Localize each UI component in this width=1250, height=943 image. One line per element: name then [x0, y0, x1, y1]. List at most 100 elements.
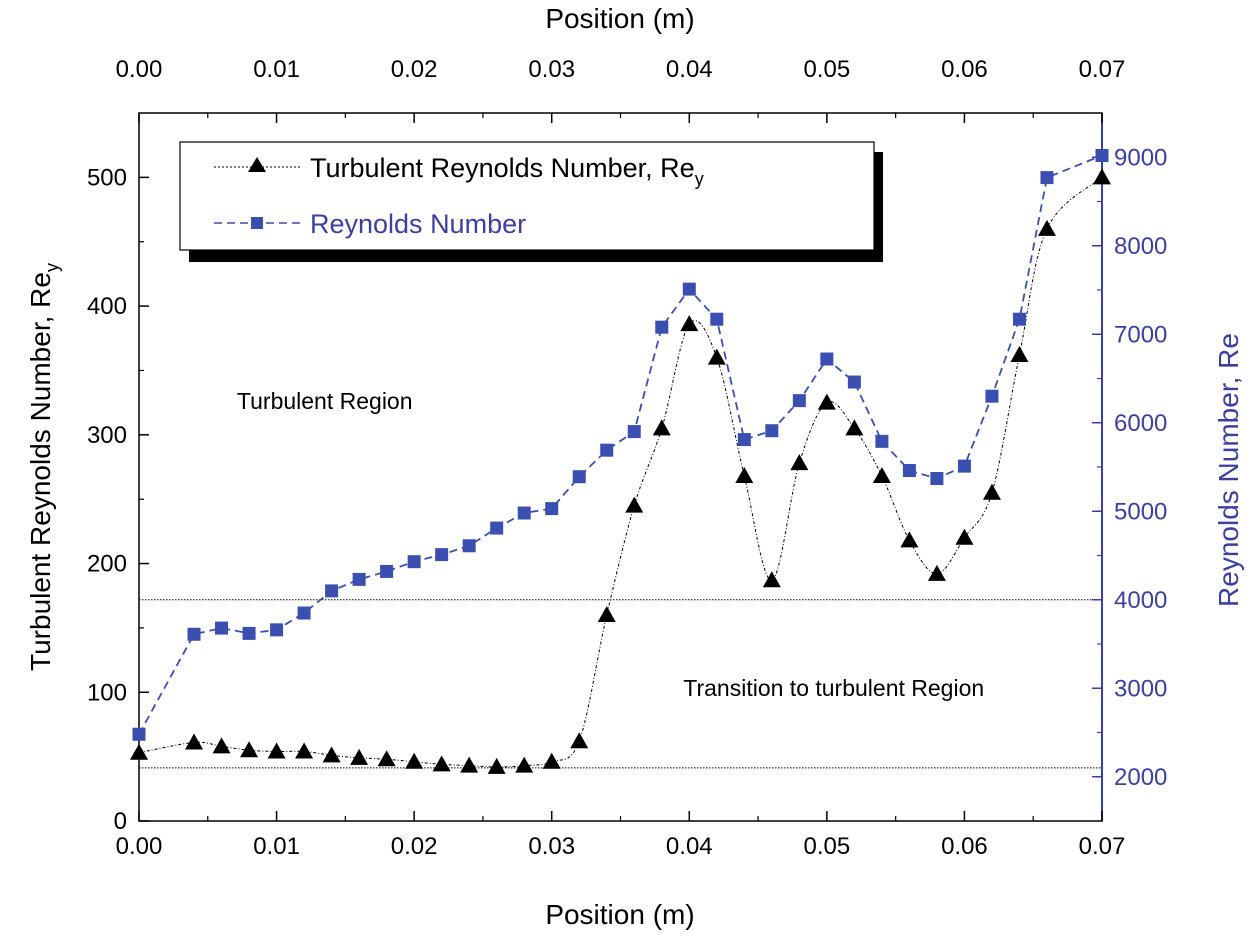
- legend-label-turbulent: Turbulent Reynolds Number, Rey: [310, 153, 704, 189]
- turbulent-point: [267, 742, 286, 759]
- right-y-axis: 2000 3000 4000 5000 6000 7000 8000 9000: [1092, 144, 1167, 791]
- y-tick-label-left: 0: [114, 808, 127, 835]
- reynolds-point: [902, 464, 916, 478]
- turbulent-point: [845, 419, 864, 436]
- turbulent-point: [597, 606, 616, 623]
- reynolds-point: [930, 472, 944, 486]
- reynolds-point: [270, 623, 284, 637]
- y-tick-label-right: 2000: [1114, 764, 1167, 791]
- reynolds-point: [737, 433, 751, 447]
- annotation-0: Turbulent Region: [237, 388, 413, 414]
- reynolds-point: [215, 621, 229, 635]
- reynolds-point: [242, 626, 256, 640]
- y-tick-label-left: 500: [87, 164, 127, 191]
- x-axis-title-bottom: Position (m): [545, 899, 694, 930]
- turbulent-point: [900, 531, 919, 548]
- turbulent-point: [322, 746, 341, 763]
- reynolds-point: [985, 389, 999, 403]
- y-tick-label-right: 9000: [1114, 144, 1167, 171]
- reynolds-point: [490, 521, 504, 535]
- reynolds-point: [407, 555, 421, 569]
- turbulent-point: [432, 755, 451, 772]
- turbulent-point: [295, 742, 314, 759]
- x-tick-label-top: 0.05: [803, 56, 850, 83]
- turbulent-point: [817, 393, 836, 410]
- reynolds-point: [325, 584, 339, 598]
- x-tick-label-bottom: 0.04: [666, 833, 713, 860]
- turbulent-point: [625, 496, 644, 513]
- turbulent-point: [405, 752, 424, 769]
- reynolds-point: [517, 506, 531, 520]
- reynolds-point: [765, 424, 779, 438]
- reynolds-point: [1095, 148, 1109, 162]
- turbulent-point: [350, 748, 369, 765]
- x-tick-label-bottom: 0.03: [528, 833, 575, 860]
- y-axis-title-right: Reynolds Number, Re: [1213, 333, 1244, 607]
- turbulent-point: [652, 419, 671, 436]
- x-tick-label-bottom: 0.06: [941, 833, 988, 860]
- x-tick-label-bottom: 0.05: [803, 833, 850, 860]
- annotation-layer: Turbulent Region Transition to turbulent …: [237, 388, 984, 701]
- y-tick-label-right: 8000: [1114, 233, 1167, 260]
- reynolds-point: [1040, 171, 1054, 185]
- turbulent-point: [707, 348, 726, 365]
- turbulent-point: [762, 571, 781, 588]
- y-tick-label-right: 4000: [1114, 587, 1167, 614]
- y-axis-title-left-sub: y: [42, 263, 62, 272]
- y-tick-label-right: 7000: [1114, 321, 1167, 348]
- reynolds-point: [655, 320, 669, 334]
- x-tick-label-top: 0.06: [941, 56, 988, 83]
- legend-label-turbulent-main: Turbulent Reynolds Number, Re: [310, 153, 695, 183]
- bottom-x-axis: 0.00 0.01 0.02 0.03 0.04 0.05 0.06 0.07: [116, 811, 1126, 860]
- turbulent-point: [377, 750, 396, 767]
- x-tick-label-bottom: 0.00: [116, 833, 163, 860]
- y-tick-label-left: 100: [87, 679, 127, 706]
- x-tick-label-bottom: 0.07: [1079, 833, 1126, 860]
- legend-box: [179, 141, 875, 251]
- reynolds-point: [600, 443, 614, 457]
- turbulent-point: [240, 741, 259, 758]
- legend-label-reynolds: Reynolds Number: [310, 209, 526, 239]
- reynolds-point: [187, 627, 201, 641]
- reynolds-point: [875, 434, 889, 448]
- reynolds-point: [545, 502, 559, 516]
- turbulent-point: [790, 454, 809, 471]
- annotation-1: Transition to turbulent Region: [683, 675, 984, 701]
- y-tick-label-right: 5000: [1114, 498, 1167, 525]
- x-axis-title-top: Position (m): [545, 3, 694, 34]
- turbulent-point: [542, 752, 561, 769]
- turbulent-point: [735, 467, 754, 484]
- reynolds-point: [710, 312, 724, 326]
- series-layer: [130, 148, 1111, 774]
- legend-marker-square: [251, 217, 263, 229]
- turbulent-point: [872, 467, 891, 484]
- turbulent-point: [570, 732, 589, 749]
- y-tick-label-left: 300: [87, 422, 127, 449]
- turbulent-point: [1093, 168, 1111, 185]
- reynolds-point: [820, 352, 834, 366]
- reynolds-point: [1012, 312, 1026, 326]
- turbulent-point: [1010, 346, 1029, 363]
- x-tick-label-top: 0.03: [528, 56, 575, 83]
- top-x-axis: 0.00 0.01 0.02 0.03 0.04 0.05 0.06 0.07: [116, 56, 1125, 123]
- y-axis-title-left: Turbulent Reynolds Number, Rey: [25, 263, 62, 671]
- reynolds-point: [380, 564, 394, 578]
- y-tick-label-left: 200: [87, 551, 127, 578]
- x-tick-label-top: 0.04: [666, 56, 713, 83]
- turbulent-point: [927, 564, 946, 581]
- reynolds-point: [462, 539, 476, 553]
- turbulent-point: [460, 756, 479, 773]
- reference-lines: [139, 599, 1102, 769]
- reynolds-point: [297, 606, 311, 620]
- x-tick-label-bottom: 0.01: [253, 833, 300, 860]
- reynolds-point: [572, 470, 586, 484]
- left-y-axis: 0 100 200 300 400 500: [87, 164, 149, 835]
- reynolds-point: [682, 282, 696, 296]
- x-tick-label-bottom: 0.02: [391, 833, 438, 860]
- reynolds-point: [957, 459, 971, 473]
- turbulent-point: [1037, 219, 1056, 236]
- y-tick-label-right: 6000: [1114, 410, 1167, 437]
- turbulent-point: [680, 315, 699, 332]
- legend-marker-triangle: [248, 157, 266, 172]
- reynolds-point: [435, 548, 449, 562]
